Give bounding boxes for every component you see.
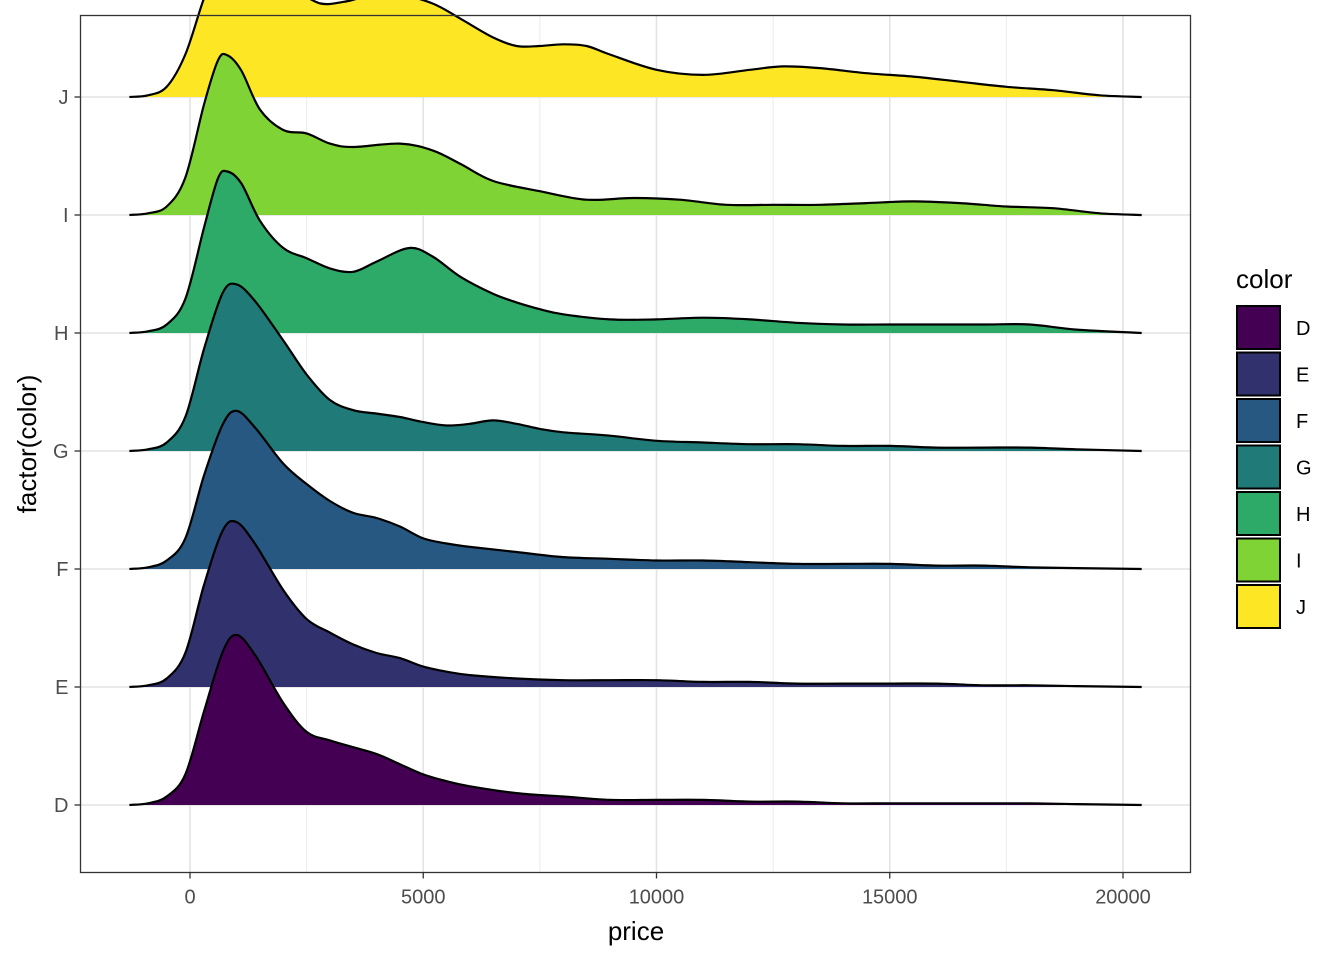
y-axis-title: factor(color) [12,375,42,514]
ridge-H [129,169,1142,335]
ridge-fill-H [129,170,1142,333]
x-tick-label: 10000 [629,887,685,909]
legend-label-F: F [1296,411,1308,433]
y-tick-label: F [56,559,68,581]
x-axis: 0 5000 10000 15000 20000 [184,872,1151,909]
y-tick-label: D [54,795,68,817]
ridge-fill-J [129,0,1142,97]
y-tick-label: I [63,205,69,227]
ridge-J [129,0,1142,99]
legend-label-I: I [1296,551,1302,573]
ridge-fill-I [129,53,1142,216]
x-tick-label: 0 [184,887,195,909]
legend-key-I [1236,537,1281,583]
y-axis: D E F G H I J [53,87,81,817]
legend-label-G: G [1296,458,1312,480]
ridge-I [129,52,1142,217]
ridge-line-G [129,282,1142,453]
x-tick-label: 5000 [401,887,446,909]
legend-title: color [1236,264,1293,294]
ridge-line-J [129,0,1142,99]
legend-label-J: J [1296,597,1306,619]
legend-key-E [1236,351,1281,397]
y-tick-label: E [55,677,68,699]
y-tick-label: H [54,323,68,345]
legend-key-J [1236,584,1281,629]
x-axis-title: price [608,916,664,946]
legend-key-H [1236,491,1281,536]
density-ridges [129,0,1142,807]
ridge-line-H [129,169,1142,335]
ridge-fill-F [129,410,1142,569]
legend-label-D: D [1296,318,1310,340]
legend-label-H: H [1296,504,1310,526]
y-tick-label: G [53,441,69,463]
ridge-line-F [129,409,1142,571]
legend: color D E F G H I J [1236,264,1312,629]
y-tick-label: J [59,87,69,109]
legend-key-G [1236,444,1281,490]
ridge-D [129,633,1142,807]
legend-label-E: E [1296,365,1309,387]
legend-key-F [1236,398,1281,443]
x-tick-label: 20000 [1095,887,1151,909]
ridge-line-D [129,633,1142,807]
ridge-fill-D [129,634,1142,805]
x-tick-label: 15000 [862,887,918,909]
legend-key-D [1236,305,1281,350]
ridge-line-I [129,52,1142,217]
plot-panel-border [79,14,1192,874]
ridge-F [129,409,1142,571]
ridge-line-E [129,519,1142,689]
